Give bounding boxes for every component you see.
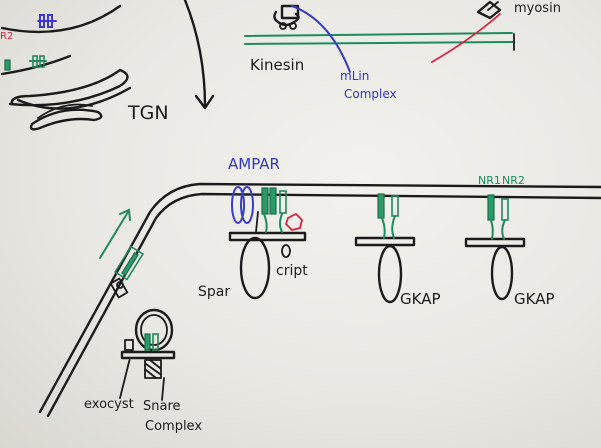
myosin-label: myosin — [514, 1, 561, 16]
exocyst-label: exocyst — [84, 397, 134, 412]
tgn-label: TGN — [128, 102, 169, 124]
snare-label: Snare — [143, 399, 181, 414]
nr2-label: NR2 — [502, 174, 525, 187]
kinesin-label: Kinesin — [250, 56, 305, 74]
psd-complex-3 — [464, 194, 526, 301]
inserting-receptor — [109, 245, 144, 299]
myosin-motor — [431, 0, 502, 63]
mlin-pointer — [291, 5, 351, 73]
spar-label: Spar — [198, 284, 231, 300]
ampar-label: AMPAR — [228, 155, 280, 173]
mlin-label: mLin — [340, 69, 370, 83]
golgi-receptors — [4, 14, 57, 71]
plasma-membrane — [38, 182, 601, 418]
nr1-label: NR1 — [478, 174, 501, 187]
kinesin-motor — [273, 4, 300, 30]
insertion-arrow — [99, 208, 131, 259]
complex-label: Complex — [344, 87, 397, 101]
nr2-fragment-label: R2 — [0, 31, 14, 42]
psd-complex-2 — [354, 193, 416, 304]
gkap-label-2: GKAP — [514, 290, 555, 308]
cript-label: cript — [276, 263, 308, 279]
golgi-stack — [0, 4, 132, 131]
snare-complex-label: Complex — [145, 419, 203, 434]
microtubule — [244, 32, 515, 51]
gkap-label-1: GKAP — [400, 290, 441, 308]
psd-complex-1 — [228, 186, 307, 300]
vesicle — [119, 308, 176, 401]
transport-arrow — [183, 0, 215, 110]
